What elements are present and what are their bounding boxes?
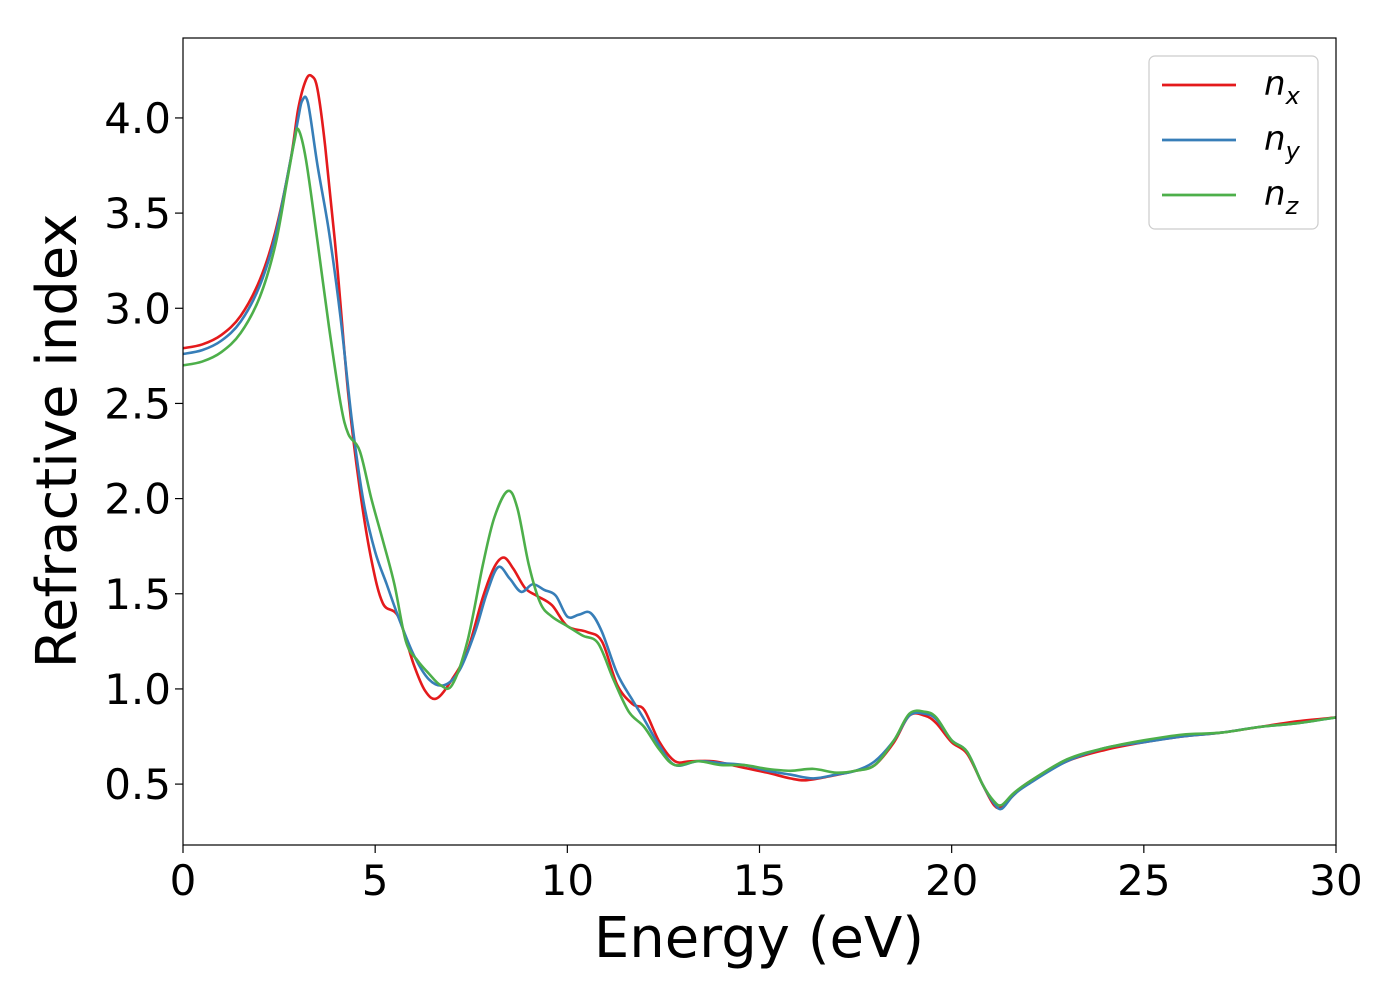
x-tick-label: 0 [170,856,197,905]
y-tick-label: 1.0 [104,665,171,714]
y-tick-label: 2.0 [104,475,171,524]
x-tick-label: 30 [1309,856,1362,905]
series-layer [182,73,1337,811]
y-tick-label: 1.5 [104,570,171,619]
series-line-nz [182,127,1337,807]
x-tick-label: 5 [362,856,389,905]
x-axis-label: Energy (eV) [594,906,924,971]
x-tick-label: 25 [1117,856,1170,905]
x-tick-label: 10 [541,856,594,905]
y-tick-label: 3.0 [104,284,171,333]
y-axis-label: Refractive index [25,214,90,669]
x-axis-ticks: 0 5 10 15 20 25 30 [170,845,1363,905]
legend-subscript: z [1285,192,1300,220]
y-tick-label: 0.5 [104,760,171,809]
x-tick-label: 15 [733,856,786,905]
y-axis-ticks: 0.5 1.0 1.5 2.0 2.5 3.0 3.5 4.0 [104,94,183,809]
y-tick-label: 2.5 [104,379,171,428]
plot-background [183,38,1336,845]
y-tick-label: 3.5 [104,189,171,238]
legend-subscript: x [1285,82,1301,110]
x-tick-label: 20 [925,856,978,905]
y-tick-label: 4.0 [104,94,171,143]
legend-subscript: y [1285,137,1301,165]
legend-label-ny: ny [1264,119,1301,165]
legend-box [1148,55,1319,230]
